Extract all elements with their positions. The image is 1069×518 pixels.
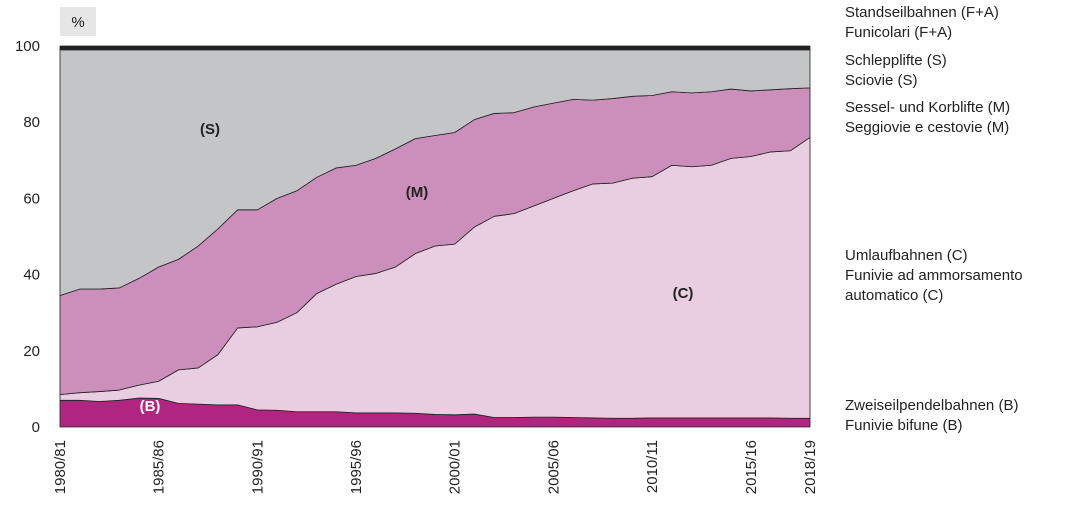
area (59, 45, 811, 51)
y-tick-label: 20 (23, 343, 40, 360)
legend-label: Sciovie (S) (845, 72, 918, 89)
legend-label: Funivie bifune (B) (845, 417, 963, 434)
x-tick-label: 2015/16 (743, 440, 760, 494)
unit-box (60, 7, 96, 36)
y-tick-label: 60 (23, 190, 40, 207)
x-tick-label: 2000/01 (447, 440, 464, 494)
legend-label: Funivie ad ammorsamento (845, 267, 1023, 284)
x-tick-label: 1990/91 (249, 440, 266, 494)
x-tick-label: 2018/19 (802, 440, 819, 494)
legend-label: Seggiovie e cestovie (M) (845, 119, 1009, 136)
legend-label: automatico (C) (845, 287, 943, 304)
legend-label: Standseilbahnen (F+A) (845, 4, 999, 21)
legend-label: Sessel- und Korblifte (M) (845, 99, 1010, 116)
y-tick-label: 40 (23, 267, 40, 284)
area-label: (C) (673, 285, 694, 302)
x-tick-label: 1995/96 (348, 440, 365, 494)
x-tick-label: 1980/81 (52, 440, 69, 494)
x-tick-label: 2010/11 (644, 440, 661, 493)
x-tick-label: 1985/86 (151, 440, 168, 494)
y-tick-label: 100 (15, 38, 40, 55)
y-tick-label: 0 (32, 419, 40, 436)
y-tick-label: 80 (23, 114, 40, 131)
legend-label: Zweiseilpendelbahnen (B) (845, 397, 1018, 414)
area-label: (B) (140, 398, 161, 415)
legend-label: Schlepplifte (S) (845, 52, 947, 69)
area-label: (S) (200, 121, 220, 138)
area-label: (M) (406, 184, 429, 201)
legend-label: Funicolari (F+A) (845, 24, 952, 41)
y-axis-label: % (71, 14, 84, 31)
x-tick-label: 2005/06 (545, 440, 562, 494)
legend-label: Umlaufbahnen (C) (845, 247, 968, 264)
